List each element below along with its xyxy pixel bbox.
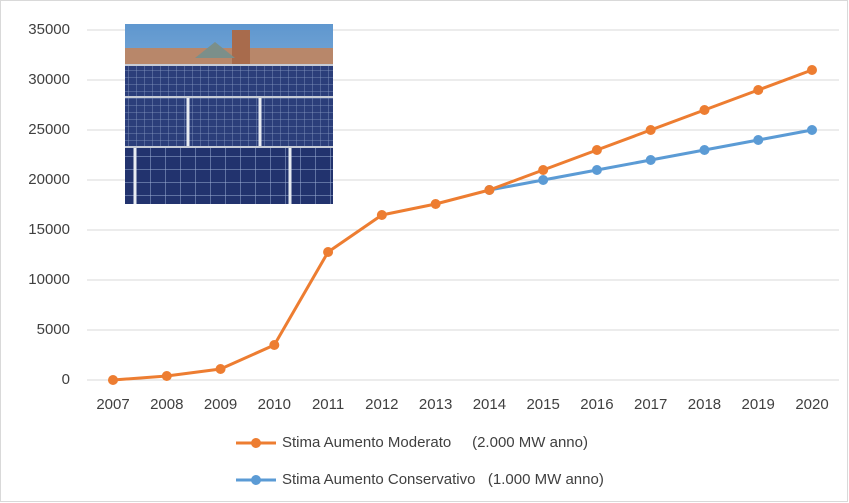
- x-tick-label: 2012: [365, 396, 398, 413]
- y-tick-label: 10000: [28, 271, 70, 288]
- data-point: [269, 340, 280, 350]
- legend-marker: [251, 475, 261, 485]
- x-tick-label: 2019: [742, 396, 775, 413]
- x-tick-label: 2015: [526, 396, 559, 413]
- data-point: [161, 371, 172, 381]
- y-tick-label: 0: [62, 371, 70, 388]
- data-point: [807, 125, 817, 135]
- legend-marker: [251, 438, 261, 448]
- y-tick-label: 15000: [28, 221, 70, 238]
- legend-label: Stima Aumento Moderato (2.000 MW anno): [282, 434, 588, 451]
- data-point: [699, 105, 710, 115]
- y-tick-label: 25000: [28, 121, 70, 138]
- data-point: [699, 145, 710, 155]
- data-point: [484, 185, 495, 195]
- data-point: [591, 145, 602, 155]
- solar-panel-photo: [125, 24, 333, 204]
- legend-label: Stima Aumento Conservativo (1.000 MW ann…: [282, 471, 604, 488]
- x-tick-label: 2014: [473, 396, 506, 413]
- x-tick-label: 2008: [150, 396, 183, 413]
- data-point: [538, 165, 549, 175]
- x-tick-label: 2013: [419, 396, 452, 413]
- y-tick-label: 35000: [28, 21, 70, 38]
- data-point: [538, 175, 549, 185]
- x-tick-label: 2016: [580, 396, 613, 413]
- x-tick-label: 2017: [634, 396, 667, 413]
- data-point: [430, 199, 441, 209]
- x-tick-label: 2010: [258, 396, 291, 413]
- x-tick-label: 2011: [312, 396, 344, 413]
- x-tick-label: 2009: [204, 396, 237, 413]
- x-tick-label: 2007: [96, 396, 129, 413]
- data-point: [645, 125, 656, 135]
- plot-area: Stima Aumento Moderato (2.000 MW anno) St…: [108, 65, 817, 488]
- y-tick-label: 30000: [28, 71, 70, 88]
- data-point: [807, 65, 817, 75]
- data-point: [215, 364, 226, 374]
- series-line: [112, 68, 813, 382]
- y-tick-label: 5000: [37, 321, 70, 338]
- data-point: [376, 210, 387, 220]
- data-point: [645, 155, 656, 165]
- y-tick-label: 20000: [28, 171, 70, 188]
- data-point: [753, 135, 764, 145]
- x-tick-label: 2020: [795, 396, 828, 413]
- data-point: [591, 165, 602, 175]
- data-point: [108, 375, 118, 385]
- x-tick-label: 2018: [688, 396, 721, 413]
- data-point: [323, 247, 334, 257]
- data-point: [753, 85, 764, 95]
